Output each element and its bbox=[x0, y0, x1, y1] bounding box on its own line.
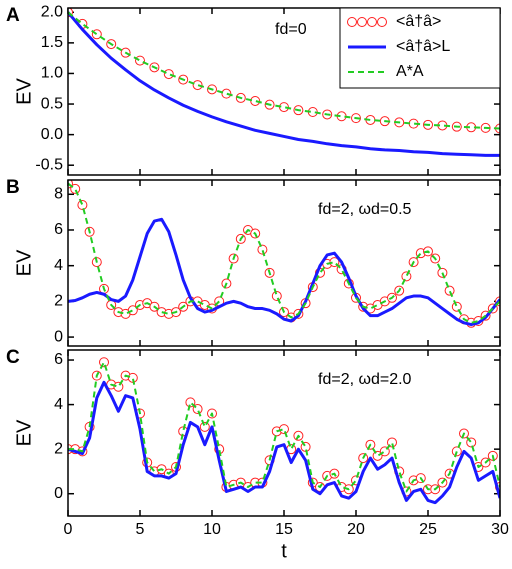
line bbox=[68, 380, 500, 505]
series bbox=[68, 380, 500, 505]
y-tick-label: 2 bbox=[54, 440, 63, 457]
legend-label: <â†â>L bbox=[396, 38, 450, 55]
series bbox=[68, 11, 500, 130]
marker bbox=[451, 446, 462, 457]
marker bbox=[401, 271, 412, 282]
marker bbox=[77, 199, 88, 210]
marker bbox=[127, 305, 138, 316]
y-tick-label: 2.0 bbox=[41, 4, 63, 21]
dashed-line bbox=[68, 11, 500, 130]
dashed-line bbox=[68, 361, 500, 493]
dashed-line bbox=[68, 182, 500, 324]
line bbox=[68, 217, 500, 327]
marker bbox=[135, 55, 145, 66]
legend-label: A*A bbox=[396, 63, 424, 80]
x-tick-label: 15 bbox=[275, 521, 293, 538]
plot-frame bbox=[67, 179, 501, 347]
y-axis-label: EV bbox=[13, 249, 35, 276]
panel-label: C bbox=[6, 347, 20, 368]
y-tick-label: 0 bbox=[54, 328, 63, 345]
series bbox=[68, 361, 500, 493]
marker bbox=[451, 301, 462, 312]
y-tick-label: -0.5 bbox=[35, 156, 63, 173]
series bbox=[68, 8, 500, 134]
x-tick-label: 30 bbox=[491, 521, 509, 538]
y-tick-label: 6 bbox=[54, 351, 63, 368]
y-tick-label: 0.5 bbox=[41, 95, 63, 112]
panel-label: A bbox=[6, 5, 20, 26]
y-tick-label: 8 bbox=[54, 185, 63, 202]
y-tick-label: 4 bbox=[54, 257, 63, 274]
series bbox=[68, 11, 500, 157]
series bbox=[68, 217, 500, 327]
x-tick-label: 20 bbox=[347, 521, 365, 538]
legend-marker bbox=[367, 17, 377, 27]
series bbox=[68, 182, 500, 324]
annotation: fd=2, ωd=0.5 bbox=[318, 201, 412, 218]
x-axis-label: t bbox=[281, 540, 287, 562]
y-axis-label: EV bbox=[13, 419, 35, 446]
x-tick-label: 25 bbox=[419, 521, 437, 538]
y-tick-label: 4 bbox=[54, 396, 63, 413]
legend-marker bbox=[357, 17, 367, 27]
marker bbox=[257, 244, 268, 255]
marker bbox=[444, 285, 455, 296]
y-tick-label: 6 bbox=[54, 221, 63, 238]
marker bbox=[163, 69, 174, 80]
x-tick-label: 10 bbox=[203, 521, 221, 538]
marker bbox=[192, 80, 203, 91]
y-tick-label: 2 bbox=[54, 293, 63, 310]
marker bbox=[279, 424, 289, 435]
legend-marker bbox=[347, 17, 357, 27]
legend-label: <â†â> bbox=[396, 13, 441, 30]
y-tick-label: 0.0 bbox=[41, 126, 63, 143]
y-tick-label: 0 bbox=[54, 485, 63, 502]
x-tick-label: 0 bbox=[64, 521, 73, 538]
panel-label: B bbox=[6, 177, 20, 198]
line bbox=[68, 11, 500, 157]
marker bbox=[271, 291, 282, 302]
marker bbox=[199, 421, 210, 432]
annotation: fd=2, ωd=2.0 bbox=[318, 371, 412, 388]
y-axis-label: EV bbox=[13, 78, 35, 105]
plot-frame bbox=[67, 7, 501, 176]
y-tick-label: 1.0 bbox=[41, 65, 63, 82]
marker bbox=[221, 88, 232, 99]
annotation: fd=0 bbox=[275, 21, 307, 38]
x-tick-label: 5 bbox=[136, 521, 145, 538]
plot-frame bbox=[67, 349, 501, 517]
legend-marker bbox=[377, 17, 387, 27]
y-tick-label: 1.5 bbox=[41, 34, 63, 51]
series bbox=[68, 357, 500, 497]
